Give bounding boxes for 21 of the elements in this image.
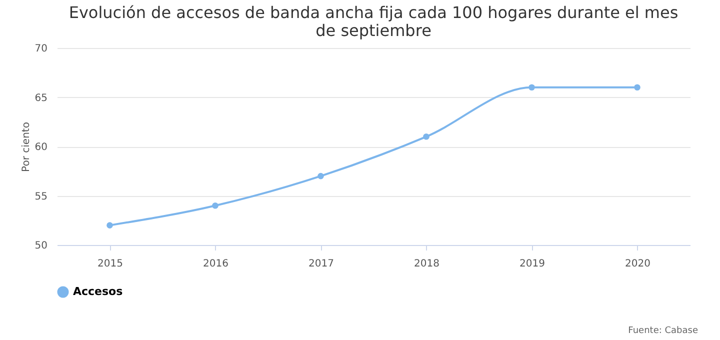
point [634,84,640,91]
y-tick-label: 70 [34,44,48,54]
x-tick-label: 2019 [520,258,545,270]
point [318,172,324,180]
y-tick-label: 65 [34,92,48,104]
y-axis-title: Por ciento [20,122,32,172]
point [106,222,113,228]
y-tick-label: 55 [34,191,48,202]
y-tick-label: 60 [34,142,48,153]
point [423,133,430,140]
x-tick-label: 2015 [98,258,123,270]
source-note: Fuente: Cabase [628,326,698,336]
point [212,202,218,209]
legend-label: Accesos [73,285,124,298]
y-tick-label: 50 [34,240,48,252]
x-tick-label: 2020 [625,258,650,270]
chart-title: Evolución de accesos de banda ancha fija cada 100 hogares durante el mes de septiembre [68,3,678,40]
x-tick-label: 2016 [203,258,228,270]
point [528,84,535,91]
x-tick-label: 2017 [308,258,334,270]
x-tick-label: 2018 [414,258,440,270]
